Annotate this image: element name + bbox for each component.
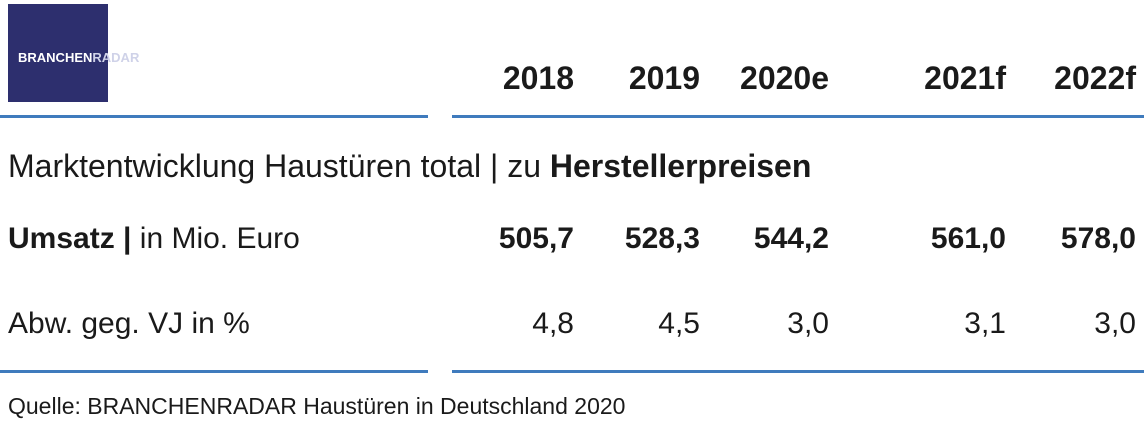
logo-text: BRANCHENRADAR xyxy=(18,50,140,65)
table-cell: 4,5 xyxy=(658,307,700,340)
table-cell: 561,0 xyxy=(930,222,1006,255)
column-header: 2018 xyxy=(502,60,574,96)
header-rule-right xyxy=(452,115,1144,118)
table-cell: 3,1 xyxy=(964,307,1006,340)
footer-rule-left xyxy=(0,370,428,373)
branchenradar-logo: BRANCHENRADAR xyxy=(8,4,139,102)
column-header: 2022f xyxy=(1054,60,1136,96)
footer-rule-right xyxy=(452,370,1144,373)
column-header: 2021f xyxy=(924,60,1006,96)
row-label-umsatz: Umsatz | in Mio. Euro xyxy=(8,222,300,255)
table-cell: 544,2 xyxy=(753,222,829,255)
table-cell: 505,7 xyxy=(498,222,574,255)
source-note: Quelle: BRANCHENRADAR Haustüren in Deuts… xyxy=(8,393,626,419)
column-header: 2020e xyxy=(740,60,829,96)
table-title: Marktentwicklung Haustüren total | zu He… xyxy=(8,148,812,184)
table-cell: 528,3 xyxy=(624,222,700,255)
table-cell: 3,0 xyxy=(1094,307,1136,340)
table-cell: 4,8 xyxy=(532,307,574,340)
column-header: 2019 xyxy=(628,60,700,96)
header-rule-left xyxy=(0,115,428,118)
row-label-abweichung: Abw. geg. VJ in % xyxy=(8,307,250,340)
table-cell: 3,0 xyxy=(787,307,829,340)
table-cell: 578,0 xyxy=(1060,222,1136,255)
